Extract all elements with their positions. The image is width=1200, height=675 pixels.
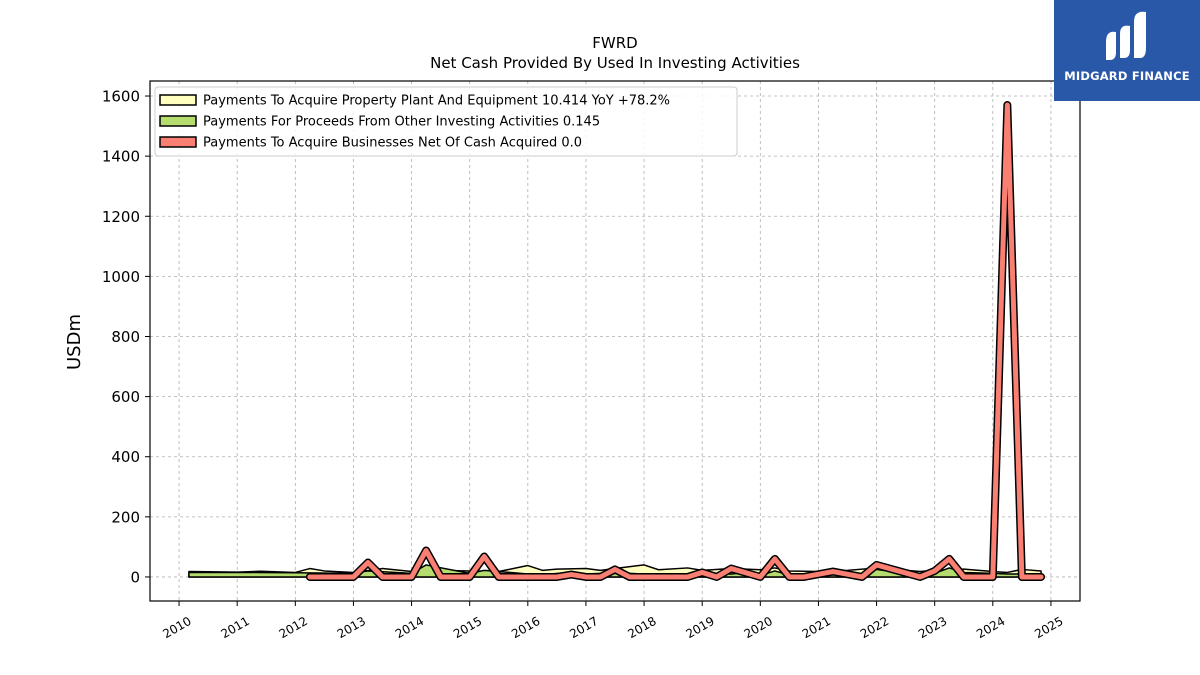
y-tick-label: 200 (111, 508, 140, 526)
y-tick-label: 1200 (102, 208, 140, 226)
plot-frame (149, 80, 1081, 602)
x-tick-label: 2020 (742, 614, 775, 641)
legend-swatch-1 (159, 115, 197, 127)
x-tick-label: 2012 (277, 614, 310, 641)
grid-lines (150, 81, 1080, 601)
x-tick-label: 2021 (800, 614, 833, 641)
x-tick-label: 2011 (218, 614, 251, 641)
series-line-2 (307, 102, 1044, 580)
y-tick-label: 400 (111, 448, 140, 466)
brand-logo: MIDGARD FINANCE (1054, 0, 1200, 101)
x-tick-label: 2010 (160, 614, 193, 641)
legend-entry-1: Payments For Proceeds From Other Investi… (203, 115, 600, 130)
x-tick-label: 2015 (451, 614, 484, 641)
series-line-outline-2 (305, 101, 1046, 581)
brand-name: MIDGARD FINANCE (1064, 69, 1190, 83)
legend-box (154, 86, 738, 157)
x-tick-label: 2014 (393, 614, 426, 641)
chart-subtitle: Net Cash Provided By Used In Investing A… (430, 54, 800, 72)
x-tick-label: 2018 (625, 614, 658, 641)
legend-swatch-0 (159, 94, 197, 106)
y-tick-label: 0 (130, 568, 140, 586)
legend-entry-2: Payments To Acquire Businesses Net Of Ca… (203, 136, 582, 151)
legend-entry-0: Payments To Acquire Property Plant And E… (203, 94, 670, 109)
y-tick-label: 1600 (102, 88, 140, 106)
x-tick-label: 2017 (567, 614, 600, 641)
x-axis: 2010 2011 2012 2013 2014 2015 2016 2017 2018 2019… (160, 601, 1066, 641)
x-tick-label: 2016 (509, 614, 542, 641)
chart-title: FWRD (592, 34, 637, 52)
x-tick-label: 2019 (683, 614, 716, 641)
x-tick-label: 2022 (858, 614, 891, 641)
legend-swatch-2 (159, 136, 197, 148)
x-tick-label: 2013 (335, 614, 368, 641)
x-tick-label: 2025 (1032, 614, 1065, 641)
midgard-logo-icon (1106, 11, 1146, 60)
series-layer (188, 101, 1046, 581)
y-tick-label: 600 (111, 388, 140, 406)
legend: Payments To Acquire Property Plant And E… (154, 86, 738, 157)
y-tick-label: 1400 (102, 148, 140, 166)
y-tick-label: 800 (111, 328, 140, 346)
x-tick-label: 2023 (916, 614, 949, 641)
y-axis-label: USDm (64, 314, 85, 370)
y-tick-label: 1000 (102, 268, 140, 286)
y-axis: 0 200 400 600 800 1000 1200 1400 1600 (102, 88, 150, 586)
x-tick-label: 2024 (974, 614, 1007, 641)
